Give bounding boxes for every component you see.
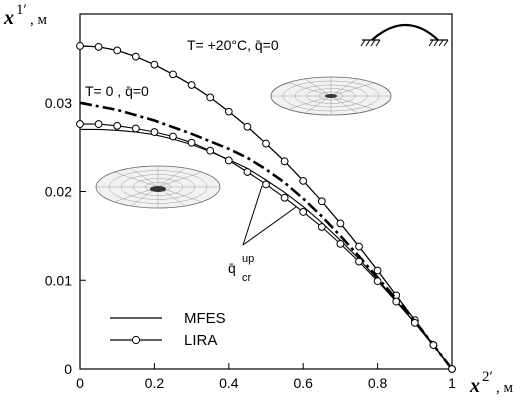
series-4-point [187, 138, 196, 147]
series-1-point [131, 52, 140, 61]
series-4-point [243, 168, 252, 176]
x-tick-label: 0.6 [293, 375, 313, 391]
legend: MFES LIRA [110, 310, 226, 349]
series-1-point [373, 266, 382, 275]
annotation-t20: T= +20°C, q̄=0 [187, 37, 279, 53]
annotation-qcr-sub: cr [242, 272, 252, 284]
x-axis-label-sup: 2′ [482, 369, 493, 385]
series-4-point [373, 277, 382, 286]
series-4-point [429, 341, 438, 349]
x-axis-label-symbol: x [469, 375, 480, 397]
legend-item-mfes: MFES [110, 310, 226, 327]
y-axis-ticks: 0 0.01 0.02 0.03 [45, 95, 86, 377]
series-4-point [355, 257, 363, 266]
series-4-point [169, 132, 177, 141]
series-4-point [113, 121, 122, 130]
series-3 [80, 128, 453, 370]
y-axis-label-unit: , м [30, 12, 48, 28]
series-1-point [262, 139, 270, 148]
series-1-point [317, 197, 326, 206]
series-4-point [299, 208, 308, 216]
series-1-point [299, 176, 308, 185]
series-4-line [80, 123, 453, 370]
y-tick-label: 0.02 [45, 184, 72, 200]
series-4 [76, 120, 456, 373]
x-tick-label: 0 [76, 375, 84, 391]
series-4-point [131, 124, 140, 133]
series-1-point [243, 122, 252, 131]
series-1-point [224, 107, 233, 116]
y-tick-label: 0.03 [45, 95, 72, 111]
series-3-line [80, 128, 453, 370]
x-tick-label: 0.2 [145, 375, 165, 391]
x-axis-label-unit: , м [496, 380, 514, 396]
series-4-point [392, 297, 401, 306]
annotation-qcr-base: q̄ [228, 260, 236, 276]
y-axis-label: x 1′ , м [3, 2, 48, 29]
series-4-point [94, 120, 103, 128]
series-1-point [280, 157, 289, 166]
annotation-qcr-up: q̄ up cr [228, 253, 254, 284]
legend-label-lira: LIRA [184, 332, 217, 349]
x-tick-label: 1 [448, 375, 456, 391]
shell-mesh-illustration-left [95, 165, 221, 209]
series-4-point [336, 239, 345, 248]
series-2-line [79, 101, 454, 370]
legend-label-mfes: MFES [184, 310, 226, 327]
arch-supports-icon [360, 23, 449, 47]
series-4-point [317, 223, 326, 231]
annotation-t0: T= 0 , q̄=0 [85, 83, 149, 99]
series-4-point [224, 156, 233, 165]
shell-mesh-illustration-right [270, 76, 392, 116]
series-4-point [262, 180, 270, 189]
series-4-point [410, 318, 419, 327]
x-axis-ticks: 0 0.2 0.4 0.6 0.8 1 [76, 363, 456, 391]
y-axis-label-symbol: x [3, 7, 14, 29]
series-4-point [150, 128, 159, 136]
series-1-point [187, 81, 196, 89]
series-1-point [94, 42, 103, 51]
series-1-point [150, 60, 159, 69]
series-1-point [76, 42, 84, 50]
chart-series [76, 42, 456, 373]
series-1-point [355, 242, 363, 251]
y-axis-label-sup: 1′ [16, 2, 27, 18]
series-4-point [448, 365, 456, 373]
series-4-point [76, 120, 84, 128]
x-axis-label: x 2′ , м [469, 369, 514, 397]
series-2 [79, 101, 454, 370]
series-1-point [113, 46, 122, 55]
annotation-qcr-sup: up [242, 253, 254, 265]
series-1-point [206, 93, 215, 102]
series-4-point [280, 193, 289, 202]
legend-item-lira: LIRA [110, 332, 217, 349]
x-tick-label: 0.8 [368, 375, 388, 391]
series-1 [76, 42, 456, 373]
x-tick-label: 0.4 [219, 375, 239, 391]
series-1-point [169, 70, 177, 79]
series-1-point [336, 219, 345, 228]
y-tick-label: 0 [64, 361, 72, 377]
y-tick-label: 0.01 [45, 272, 72, 288]
annotation-pointer-lines [242, 185, 297, 246]
series-4-point [206, 146, 215, 155]
